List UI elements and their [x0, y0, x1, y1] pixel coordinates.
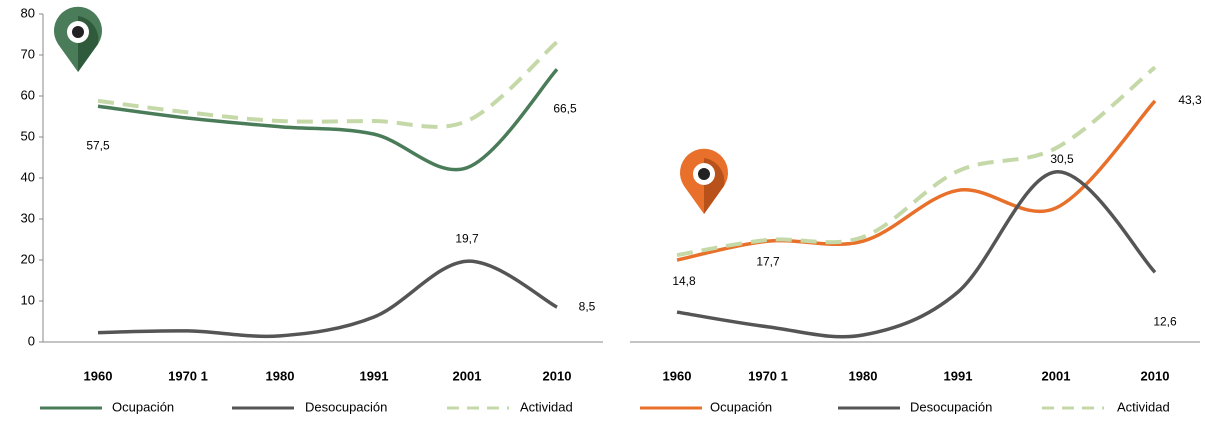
y-tick-label: 70	[21, 46, 35, 61]
y-tick-label: 0	[28, 333, 35, 348]
legend-label: Desocupación	[305, 399, 387, 414]
y-tick-label: 60	[21, 87, 35, 102]
annotation: 43,3	[1178, 93, 1202, 107]
line	[97, 40, 559, 129]
y-tick-label: 30	[21, 210, 35, 225]
x-tick-label: 1960	[663, 368, 692, 383]
annotation: 12,6	[1153, 314, 1177, 328]
data-label: 8,5	[579, 299, 596, 313]
annotation: 14,8	[672, 274, 696, 288]
x-tick-label: 2010	[1141, 368, 1170, 383]
legend-label: Desocupación	[910, 399, 992, 414]
y-tick-label: 40	[21, 169, 35, 184]
x-tick-label: 1970 1	[168, 368, 208, 383]
x-tick-label: 2010	[543, 368, 572, 383]
line	[97, 68, 559, 172]
legend-label: Ocupación	[112, 399, 174, 414]
x-tick-label: 1960	[84, 368, 113, 383]
y-tick-label: 10	[21, 292, 35, 307]
x-tick-label: 1980	[849, 368, 878, 383]
x-tick-label: 2001	[1042, 368, 1071, 383]
legend-label: Actividad	[1117, 399, 1170, 414]
line	[676, 170, 1157, 339]
line	[97, 259, 558, 339]
legend-label: Ocupación	[710, 399, 772, 414]
pin-icon	[54, 6, 102, 72]
x-tick-label: 1991	[360, 368, 389, 383]
data-label: 19,7	[455, 231, 479, 245]
y-tick-label: 80	[21, 5, 35, 20]
y-tick-label: 50	[21, 128, 35, 143]
x-tick-label: 1991	[944, 368, 973, 383]
legend-label: Actividad	[520, 399, 573, 414]
data-label: 66,5	[553, 102, 577, 116]
x-tick-label: 1970 1	[748, 368, 788, 383]
x-tick-label: 1980	[266, 368, 295, 383]
x-tick-label: 2001	[453, 368, 482, 383]
annotation: 17,7	[756, 254, 780, 268]
pin-icon	[680, 148, 728, 214]
line	[676, 65, 1157, 258]
line	[676, 99, 1157, 262]
annotation: 30,5	[1050, 152, 1074, 166]
y-tick-label: 20	[21, 251, 35, 266]
data-label: 57,5	[86, 138, 110, 152]
